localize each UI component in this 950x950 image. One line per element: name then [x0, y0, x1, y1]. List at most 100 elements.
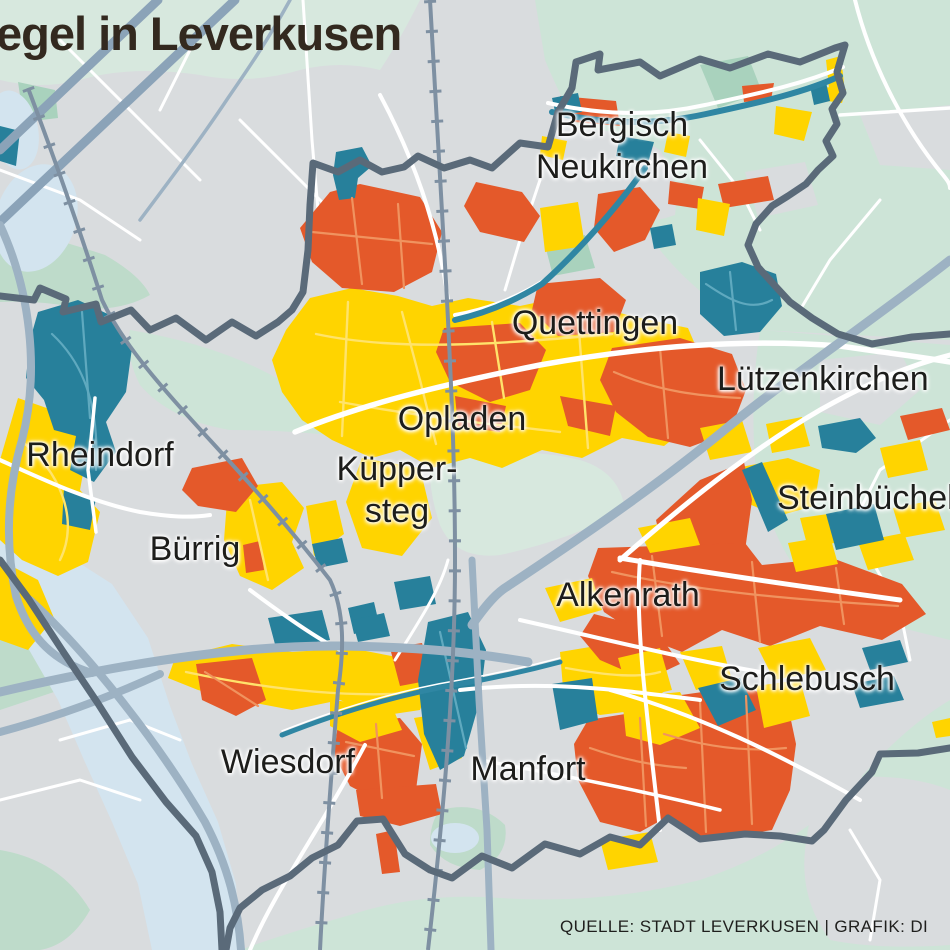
zone-yellow: [540, 202, 585, 252]
zone-orange: [900, 408, 950, 440]
zone-yellow: [766, 417, 810, 453]
road-white: [617, 555, 903, 603]
district-label-bergisch-neukirchen: Bergisch Neukirchen: [536, 104, 708, 188]
road-street: [248, 498, 270, 582]
zone-teal: [352, 613, 390, 642]
highway: [0, 0, 240, 227]
highway: [467, 255, 950, 630]
zone-teal: [852, 676, 904, 708]
water-body: [431, 823, 479, 853]
road-white: [292, 340, 950, 435]
road-street: [374, 722, 384, 800]
road-street: [750, 560, 762, 644]
zone-street-layer: [18, 196, 900, 834]
railway-layer: [22, 0, 462, 950]
railway: [426, 0, 458, 950]
zone-orange: [560, 396, 616, 436]
zone-yellow: [224, 482, 304, 590]
zone-orange: [455, 396, 506, 432]
highway: [0, 670, 164, 736]
road-street: [396, 202, 406, 290]
zone-yellow: [700, 420, 752, 460]
urban-area: [300, 85, 400, 145]
zone-teal: [312, 538, 348, 568]
zone-orange: [196, 658, 266, 716]
zone-teal: [26, 300, 132, 482]
road-street: [704, 282, 774, 306]
district-label-opladen: Opladen: [397, 400, 527, 438]
zone-teal: [700, 262, 782, 336]
road-white: [608, 688, 862, 802]
district-label-line: Bergisch: [555, 106, 689, 144]
road-white: [853, 0, 950, 190]
district-label-rheindorf: Rheindorf: [26, 436, 174, 474]
road-street: [18, 438, 69, 562]
road-white: [86, 396, 98, 534]
green-area: [429, 452, 625, 556]
zone-yellow: [696, 198, 730, 236]
zone-orange: [588, 543, 926, 652]
road-white: [0, 778, 142, 802]
zone-yellow: [758, 638, 826, 680]
zone-yellow: [880, 440, 928, 478]
zone-yellow: [545, 578, 602, 622]
zone-yellow: [346, 458, 432, 556]
zone-orange: [600, 338, 746, 447]
zone-yellow: [893, 500, 945, 538]
zone-teal: [742, 462, 788, 532]
road-street: [650, 554, 664, 638]
road-white: [58, 718, 182, 742]
road-street: [612, 370, 742, 400]
road-street: [744, 694, 754, 826]
road-white: [617, 352, 950, 563]
zone-yellow: [788, 536, 838, 572]
road-street: [314, 332, 614, 346]
road-white: [546, 65, 845, 115]
stream: [452, 165, 648, 323]
green-area: [0, 0, 420, 85]
boundary-layer: [0, 41, 950, 950]
road-white: [478, 758, 722, 812]
district-label-line: Küpper-: [336, 450, 458, 488]
zone-teal: [552, 678, 598, 730]
highway: [0, 0, 163, 155]
city-boundary: [222, 744, 950, 950]
road-street: [490, 320, 506, 400]
highway: [468, 556, 495, 950]
road-street: [338, 400, 562, 434]
district-label-quettingen: Quettingen: [511, 304, 679, 342]
road-white: [0, 168, 142, 242]
district-label-steinbuechel: Steinbüchel: [777, 479, 950, 517]
road-street: [400, 310, 438, 446]
district-label-wiesdorf: Wiesdorf: [220, 743, 356, 781]
road-street: [834, 566, 846, 626]
zone-yellow: [756, 680, 810, 728]
district-label-buerrig: Bürrig: [149, 530, 241, 568]
road-white: [636, 558, 662, 832]
zone-yellow: [774, 106, 812, 141]
zone-yellow: [638, 518, 700, 553]
urban-area: [804, 776, 950, 947]
green-area: [0, 850, 90, 950]
zone-yellow: [306, 500, 344, 556]
stream: [549, 73, 843, 125]
zone-teal: [818, 418, 876, 453]
zone-orange: [718, 176, 774, 208]
road-white: [458, 683, 702, 702]
district-label-kueppersteg: Küpper- steg: [337, 448, 458, 532]
highway: [26, 596, 245, 950]
zone-teal: [616, 136, 654, 163]
zone-orange: [532, 278, 626, 336]
zone-teal: [862, 640, 908, 670]
zone-orange: [356, 784, 442, 826]
source-credit: QUELLE: STADT LEVERKUSEN | GRAFIK: DI: [560, 917, 929, 936]
road-street: [344, 740, 416, 758]
road-street: [610, 570, 900, 608]
green-area: [240, 700, 950, 950]
zone-teal: [826, 504, 884, 550]
urban-area: [430, 230, 515, 288]
highway-ramp: [138, 0, 292, 222]
road-street: [184, 670, 426, 696]
